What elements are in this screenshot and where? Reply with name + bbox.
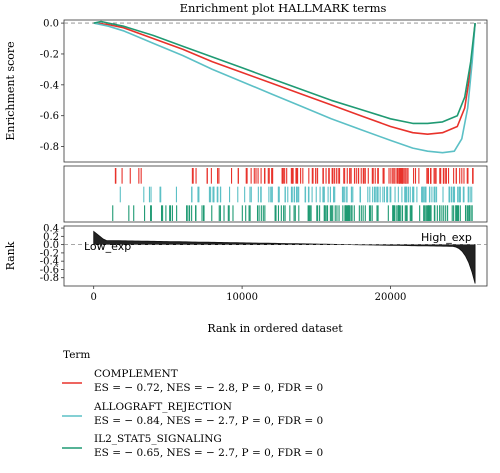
es-ytick-label: -0.4 xyxy=(40,80,59,91)
legend-title: Term xyxy=(63,349,90,361)
legend: COMPLEMENT ES = − 0.72, NES = − 2.8, P =… xyxy=(62,368,323,459)
es-lines xyxy=(93,20,476,154)
legend-stats-allograft: ES = − 0.84, NES = − 2.7, P = 0, FDR = 0 xyxy=(94,415,323,427)
es-ytick-label: -0.6 xyxy=(40,111,59,122)
rank-ytick-label: -0.4 xyxy=(40,257,59,268)
rank-axis-label: Rank xyxy=(4,241,17,270)
es-ytick-label: -0.8 xyxy=(40,142,59,153)
es-series-line-2 xyxy=(93,20,476,125)
rank-ytick-label: 0.2 xyxy=(43,232,59,243)
rank-ytick-label: 0.0 xyxy=(43,240,59,251)
xtick-label: 10000 xyxy=(226,292,258,303)
x-ticks: 0 10000 20000 xyxy=(90,286,406,303)
es-panel-frame xyxy=(63,19,488,163)
hit-marks xyxy=(112,168,474,221)
x-axis-label: Rank in ordered dataset xyxy=(207,322,343,335)
xtick-label: 0 xyxy=(90,292,96,303)
rank-metric-area xyxy=(93,230,476,284)
legend-stats-complement: ES = − 0.72, NES = − 2.8, P = 0, FDR = 0 xyxy=(94,382,323,394)
rank-ytick-label: -0.6 xyxy=(40,265,59,276)
es-ytick-label: -0.2 xyxy=(40,49,59,60)
rank-curve xyxy=(64,230,487,284)
rank-ytick-label: -0.8 xyxy=(40,273,59,284)
es-ytick-label: 0.0 xyxy=(43,19,59,30)
rank-ytick-label: 0.4 xyxy=(43,224,59,235)
es-series-line-0 xyxy=(93,22,476,135)
legend-label-il2: IL2_STAT5_SIGNALING xyxy=(94,433,222,445)
rank-y-ticks: 0.40.20.0-0.2-0.4-0.6-0.8 xyxy=(40,224,64,284)
xtick-label: 20000 xyxy=(375,292,407,303)
es-y-ticks: 0.0 -0.2 -0.4 -0.6 -0.8 xyxy=(40,19,64,153)
high-exp-label: High_exp xyxy=(421,231,472,244)
hits-panel-frame xyxy=(63,165,488,223)
rank-ytick-label: -0.2 xyxy=(40,248,59,259)
legend-stats-il2: ES = − 0.65, NES = − 2.7, P = 0, FDR = 0 xyxy=(94,447,323,459)
rank-panel-frame xyxy=(63,225,488,287)
es-series-line-1 xyxy=(93,22,476,154)
chart-title: Enrichment plot HALLMARK terms xyxy=(180,1,387,15)
low-exp-label: Low_exp xyxy=(84,240,131,253)
legend-label-allograft: ALLOGRAFT_REJECTION xyxy=(93,401,232,413)
y-axis-label: Enrichment score xyxy=(4,41,17,140)
legend-label-complement: COMPLEMENT xyxy=(94,368,178,380)
